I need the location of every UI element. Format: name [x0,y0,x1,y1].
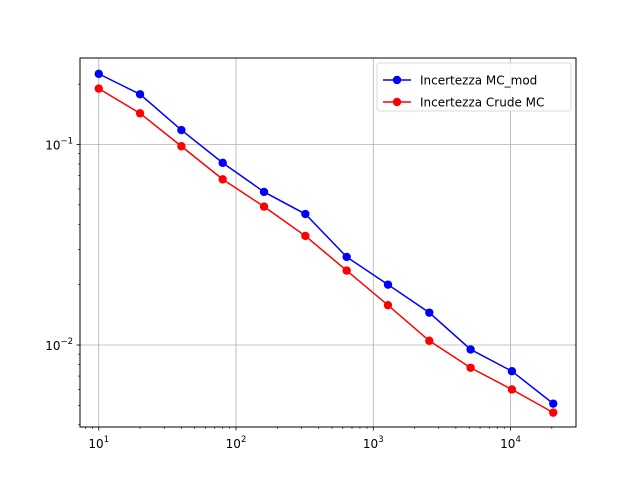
data-point [342,252,351,262]
data-point [259,187,269,197]
x-tick-label: 101 [88,435,109,451]
data-point [466,345,475,354]
legend-marker [392,97,402,107]
series-1 [94,69,558,408]
legend: Incertezza MC_mod Incertezza Crude MC [376,62,572,112]
data-point [383,280,393,289]
legend-label: Incertezza MC_mod [420,74,537,88]
data-point [507,367,517,376]
data-point [218,158,227,168]
data-point [383,300,393,310]
legend-marker [392,75,402,85]
series-line [98,73,554,405]
data-point [301,209,310,219]
data-point [135,90,145,99]
legend-item: Incertezza Crude MC [383,96,544,110]
data-point [425,308,434,317]
data-point [301,231,310,241]
legend-item: Incertezza MC_mod [383,74,537,88]
data-point [177,142,186,151]
data-point [425,336,434,345]
data-point [466,363,475,372]
legend-box [376,62,572,112]
data-point [507,385,517,394]
y-tick-label: 10−1 [45,136,73,152]
plot-series [94,69,558,417]
series-line [98,87,554,414]
data-point [94,69,103,79]
data-point [94,84,103,93]
axis-ticks: 101 102 103 104 10−1 10−2 [45,83,553,451]
data-point [218,175,227,184]
data-point [259,202,269,211]
x-tick-label: 102 [226,435,247,451]
x-tick-label: 103 [363,435,384,451]
plot-frame [79,57,577,428]
data-point [549,408,558,417]
y-tick-label: 10−2 [45,337,73,353]
data-point [135,109,145,118]
grid-lines [80,58,576,427]
x-tick-label: 104 [500,435,521,451]
data-point [342,266,351,275]
legend-label: Incertezza Crude MC [420,96,544,110]
data-point [177,125,186,135]
data-point [549,399,558,408]
series-2 [94,84,558,417]
